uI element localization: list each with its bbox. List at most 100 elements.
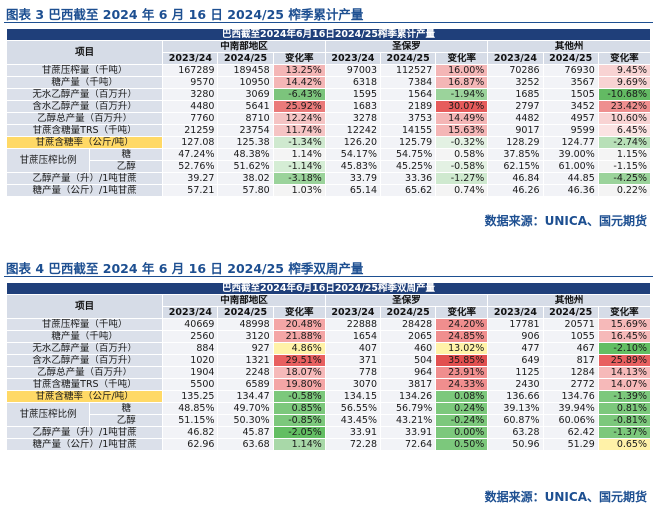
cell-value: 1904 <box>162 366 219 379</box>
cell-value: 61.00% <box>542 160 599 173</box>
figure-3-title: 图表 3 巴西截至 2024 年 6 月 16 日 2024/25 榨季累计产量 <box>6 7 364 22</box>
cell-change: 16.00% <box>435 64 489 77</box>
cell-value: 51.62% <box>217 160 274 173</box>
cell-change: 16.45% <box>597 330 652 343</box>
table-row: 甘蔗含糖率（公斤/吨） 135.25 134.47 -0.58% 134.15 134.2… <box>5 390 652 403</box>
cell-value: 45.87 <box>217 426 274 439</box>
cell-change: 25.92% <box>272 100 326 113</box>
cell-change: -2.05% <box>272 426 326 439</box>
column-header: 2023/24 <box>162 306 219 319</box>
cell-value: 112527 <box>380 64 437 77</box>
cell-change: 29.51% <box>272 354 326 367</box>
cell-value: 39.94% <box>542 402 599 415</box>
cell-value: 5641 <box>217 100 274 113</box>
column-header: 变化率 <box>597 306 652 319</box>
cell-change: 14.07% <box>597 378 652 391</box>
cell-value: 60.06% <box>542 414 599 427</box>
cell-value: 33.36 <box>380 172 437 185</box>
cell-value: 3567 <box>542 76 599 89</box>
cell-change: -0.81% <box>597 414 652 427</box>
column-header: 2024/25 <box>217 306 274 319</box>
cell-change: 1.14% <box>272 438 326 451</box>
cell-change: -1.14% <box>272 160 326 173</box>
cell-value: 124.77 <box>542 136 599 149</box>
cell-change: 18.07% <box>272 366 326 379</box>
cell-change: 30.07% <box>435 100 489 113</box>
column-header: 2024/25 <box>380 52 437 65</box>
region-header: 中南部地区 <box>162 40 326 53</box>
cell-value: 20571 <box>542 318 599 331</box>
cell-value: 135.25 <box>162 390 219 403</box>
cell-value: 46.84 <box>487 172 544 185</box>
cell-value: 4482 <box>487 112 544 125</box>
table-row: 乙醇 51.15% 50.30% -0.85% 43.45% 43.21% -0.24% 60… <box>7 414 652 427</box>
table-row: 乙醇总产量（百万升） 1904 2248 18.07% 778 964 23.91% 1125… <box>5 366 652 379</box>
cell-value: 39.13% <box>487 402 544 415</box>
cell-value: 189458 <box>217 64 274 77</box>
cell-value: 134.26 <box>380 390 437 403</box>
table-row: 乙醇产量（升）/1吨甘蔗 46.82 45.87 -2.05% 33.91 33.91 0.… <box>5 426 652 439</box>
cell-value: 33.91 <box>380 426 437 439</box>
cell-value: 1595 <box>324 88 382 101</box>
row-label: 甘蔗含糖率（公斤/吨） <box>5 136 164 149</box>
cell-value: 10950 <box>217 76 274 89</box>
cell-change: 25.89% <box>597 354 652 367</box>
cell-change: -1.37% <box>597 426 652 439</box>
table-row: 乙醇 52.76% 51.62% -1.14% 45.83% 45.25% -0.58% 62… <box>7 160 652 173</box>
figure-3-table: 巴西截至2024年6月16日2024/25榨季累计产量 项目 中南部地区 圣保罗 其他州… <box>5 28 652 197</box>
column-header: 2024/25 <box>542 52 599 65</box>
cell-value: 3753 <box>380 112 437 125</box>
cell-value: 49.70% <box>217 402 274 415</box>
table-row: 甘蔗压榨量（千吨） 167289 189458 13.25% 97003 112527 16… <box>5 64 652 77</box>
cell-change: 10.60% <box>597 112 652 125</box>
cell-value: 65.14 <box>324 184 382 197</box>
cell-change: 0.85% <box>272 402 326 415</box>
cell-value: 76930 <box>542 64 599 77</box>
table-row: 甘蔗含糖量TRS（千吨） 21259 23754 11.74% 12242 14155 15… <box>5 124 652 137</box>
cell-value: 8710 <box>217 112 274 125</box>
cell-change: 35.85% <box>435 354 489 367</box>
cell-value: 22888 <box>324 318 382 331</box>
region-header: 中南部地区 <box>162 294 326 307</box>
cell-change: 0.81% <box>597 402 652 415</box>
cell-change: 13.02% <box>435 342 489 355</box>
table-row: 糖产量（千吨） 2560 3120 21.88% 1654 2065 24.85% 906 10… <box>5 330 652 343</box>
cell-change: -0.32% <box>435 136 489 149</box>
cell-value: 63.68 <box>217 438 274 451</box>
cell-change: 14.13% <box>597 366 652 379</box>
cell-value: 126.20 <box>324 136 382 149</box>
table-row: 糖产量（公斤）/1吨甘蔗 62.96 63.68 1.14% 72.28 72.64 0.5… <box>5 438 652 451</box>
cell-value: 48998 <box>217 318 274 331</box>
cell-change: 0.58% <box>435 148 489 161</box>
cell-value: 3280 <box>162 88 219 101</box>
cell-value: 467 <box>542 342 599 355</box>
cell-change: -0.24% <box>435 414 489 427</box>
cell-value: 38.02 <box>217 172 274 185</box>
cell-value: 125.79 <box>380 136 437 149</box>
cell-change: 0.00% <box>435 426 489 439</box>
cell-value: 134.76 <box>542 390 599 403</box>
cell-value: 56.79% <box>380 402 437 415</box>
row-sublabel: 糖 <box>89 402 164 415</box>
item-header: 项目 <box>5 294 164 319</box>
cell-change: 0.74% <box>435 184 489 197</box>
cell-change: -0.85% <box>272 414 326 427</box>
cell-change: 24.20% <box>435 318 489 331</box>
cell-value: 57.80 <box>217 184 274 197</box>
cell-value: 51.29 <box>542 438 599 451</box>
cell-value: 52.76% <box>162 160 219 173</box>
cell-value: 50.96 <box>487 438 544 451</box>
cell-value: 817 <box>542 354 599 367</box>
column-header: 变化率 <box>272 52 326 65</box>
cell-value: 3070 <box>324 378 382 391</box>
ratio-group-label: 甘蔗压榨比例 <box>5 148 91 173</box>
table-row: 无水乙醇产量（百万升） 3280 3069 -6.43% 1595 1564 -1.94% 1… <box>5 88 652 101</box>
cell-value: 1125 <box>487 366 544 379</box>
cell-value: 1321 <box>217 354 274 367</box>
cell-change: 15.69% <box>597 318 652 331</box>
cell-change: -2.10% <box>597 342 652 355</box>
cell-change: 0.24% <box>435 402 489 415</box>
table-row: 甘蔗压榨量（千吨） 40669 48998 20.48% 22888 28428 24.20… <box>5 318 652 331</box>
cell-value: 1055 <box>542 330 599 343</box>
cell-value: 40669 <box>162 318 219 331</box>
